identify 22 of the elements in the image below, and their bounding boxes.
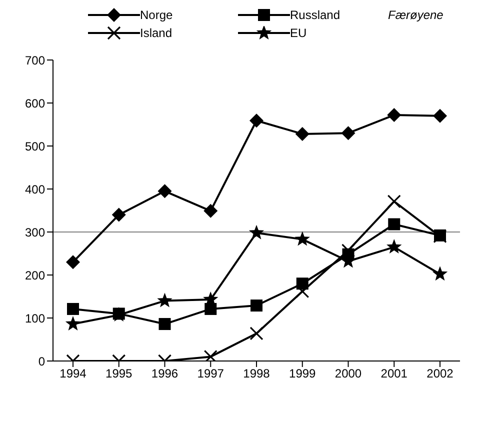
y-tick-label: 100 [24,311,46,326]
x-tick-label: 1997 [197,366,224,381]
x-tick-label: 1998 [243,366,270,381]
x-tick-label: 2001 [380,366,408,381]
x-tick-label: 1995 [106,366,133,381]
x-tick-label: 2002 [426,366,454,381]
y-tick-label: 300 [24,225,46,240]
legend-label: EU [290,26,307,40]
y-tick-label: 0 [38,354,46,368]
legend-label: Island [140,26,172,40]
y-tick-label: 500 [24,139,46,154]
y-tick-label: 700 [24,53,46,68]
y-tick-label: 400 [24,182,46,196]
y-tick-label: 600 [24,96,46,110]
text: Færøyene [388,8,444,22]
x-tick-label: 1994 [60,366,87,381]
legend-label: Russland [290,8,340,22]
legend-label: Norge [140,8,173,22]
x-tick-label: 2000 [334,366,362,381]
x-tick-label: 1999 [289,366,316,381]
x-tick-label: 1996 [151,366,178,381]
y-tick-label: 200 [24,268,46,282]
